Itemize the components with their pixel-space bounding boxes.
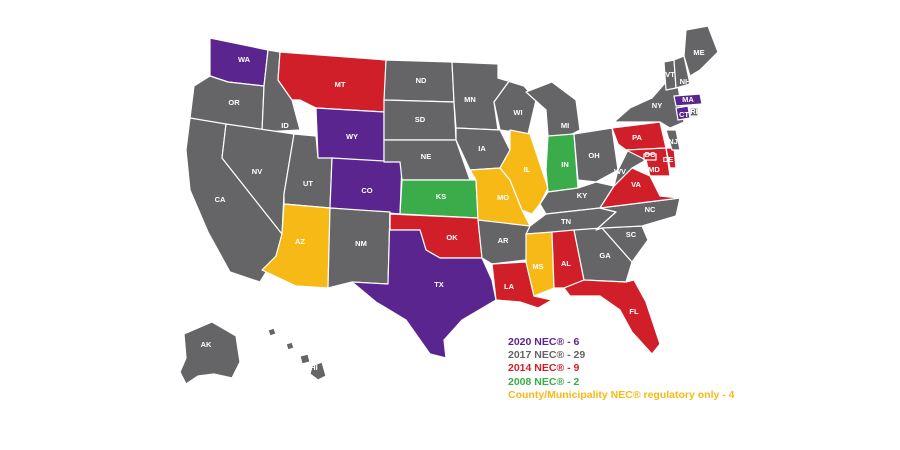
state-label-ny: NY	[652, 101, 662, 110]
state-label-va: VA	[631, 180, 641, 189]
state-label-la: LA	[504, 282, 515, 291]
state-nj	[665, 129, 681, 151]
state-label-id: ID	[281, 121, 289, 130]
state-label-fl: FL	[629, 307, 639, 316]
state-ct	[675, 105, 691, 121]
state-hi	[267, 327, 327, 381]
state-label-wa: WA	[238, 55, 251, 64]
state-label-ct: CT	[679, 110, 689, 119]
state-label-ks: KS	[436, 192, 446, 201]
legend-row-nec2017: 2017 NEC® - 29	[508, 349, 586, 362]
state-label-mo: MO	[497, 193, 509, 202]
state-label-tn: TN	[561, 217, 571, 226]
state-label-sc: SC	[626, 230, 637, 239]
legend-row-nec2014: 2014 NEC® - 9	[508, 362, 580, 375]
state-label-wv: WV	[614, 167, 626, 176]
legend-row-nec2008: 2008 NEC® - 2	[508, 375, 580, 388]
state-label-il: IL	[524, 165, 531, 174]
state-mt	[277, 51, 387, 113]
state-il	[499, 129, 549, 215]
state-label-ms: MS	[532, 262, 543, 271]
state-ar	[477, 219, 531, 265]
state-label-ar: AR	[498, 236, 509, 245]
state-label-ma: MA	[682, 95, 694, 104]
state-label-oh: OH	[588, 151, 599, 160]
state-label-hi: HI	[310, 363, 318, 372]
state-label-sd: SD	[415, 115, 426, 124]
state-label-dc: DC	[645, 150, 656, 159]
state-label-ri: RI	[690, 107, 698, 116]
state-label-vt: VT	[665, 70, 675, 79]
legend: 2020 NEC® - 6 2017 NEC® - 29 2014 NEC® -…	[508, 336, 735, 402]
state-label-ok: OK	[446, 233, 458, 242]
state-tx	[351, 211, 497, 359]
state-label-me: ME	[693, 48, 704, 57]
state-label-ak: AK	[201, 340, 212, 349]
state-md	[625, 147, 671, 177]
labels-layer: WA OR CA ID NV MT WY UT AZ CO NM ND SD NE KS OK TX MN IA MO…	[201, 48, 705, 372]
state-mi	[525, 81, 581, 141]
state-ms	[525, 231, 555, 297]
state-label-ky: KY	[577, 191, 587, 200]
state-label-az: AZ	[295, 237, 305, 246]
state-label-in: IN	[561, 160, 569, 169]
state-label-or: OR	[228, 98, 240, 107]
state-label-mn: MN	[464, 95, 476, 104]
state-label-mi: MI	[561, 121, 569, 130]
state-label-co: CO	[361, 186, 372, 195]
state-label-ga: GA	[599, 251, 611, 260]
legend-row-county: County/Municipality NEC® regulatory only…	[508, 388, 735, 401]
state-label-wi: WI	[513, 108, 522, 117]
state-label-al: AL	[561, 259, 571, 268]
states-layer	[179, 25, 719, 385]
state-label-nh: NH	[680, 77, 691, 86]
state-label-ne: NE	[421, 152, 431, 161]
state-label-de: DE	[663, 155, 673, 164]
state-label-ca: CA	[215, 195, 226, 204]
state-label-ia: IA	[478, 144, 486, 153]
state-label-pa: PA	[632, 133, 642, 142]
state-label-nc: NC	[645, 205, 656, 214]
state-dc	[643, 153, 657, 161]
state-nh	[673, 55, 691, 89]
state-ma	[673, 93, 703, 107]
state-ri	[689, 107, 699, 117]
state-ak	[179, 321, 241, 385]
legend-row-nec2020: 2020 NEC® - 6	[508, 336, 580, 348]
state-me	[683, 25, 719, 77]
state-nm	[327, 207, 391, 289]
state-label-ut: UT	[303, 179, 313, 188]
state-label-nm: NM	[355, 239, 367, 248]
state-label-tx: TX	[434, 280, 444, 289]
state-label-nj: NJ	[668, 137, 678, 146]
state-label-nd: ND	[416, 76, 427, 85]
state-oh	[573, 127, 619, 183]
state-label-nv: NV	[252, 167, 262, 176]
state-label-mt: MT	[335, 80, 346, 89]
state-fl	[563, 279, 661, 355]
state-label-md: MD	[648, 165, 660, 174]
state-label-wy: WY	[346, 132, 358, 141]
